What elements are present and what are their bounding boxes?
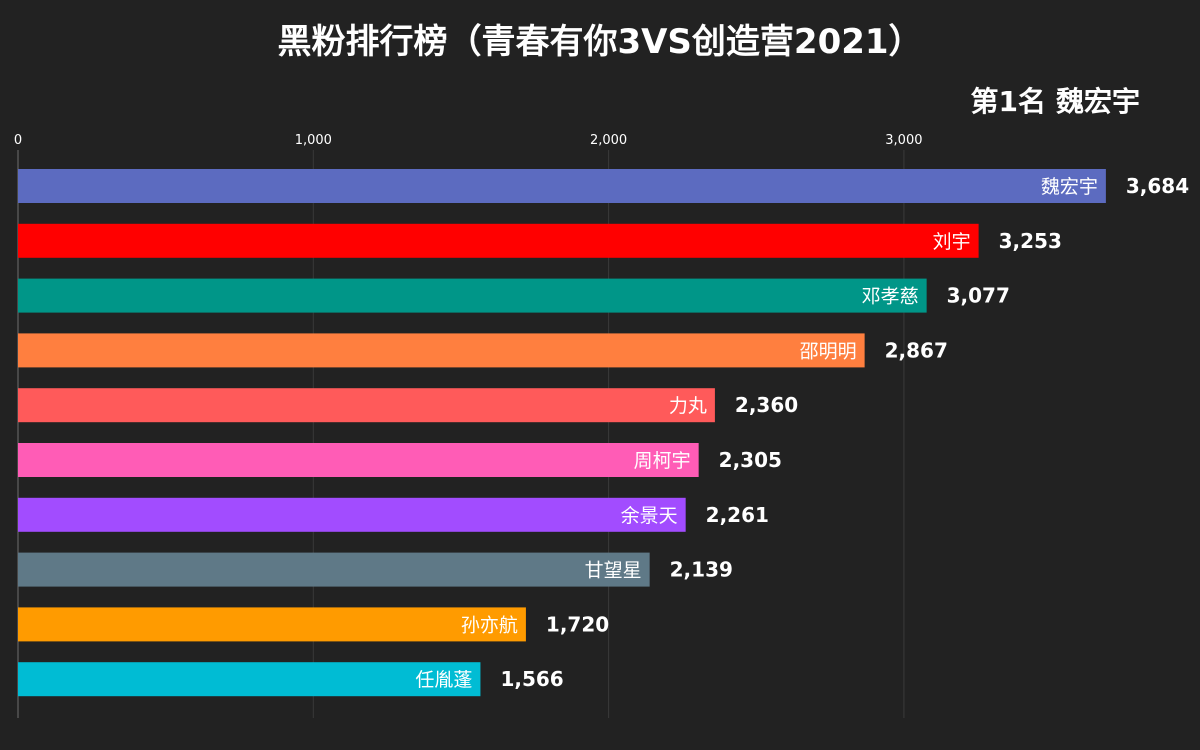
bar-value-label-4: 2,867 [885,338,948,362]
bar-name-label-7: 余景天 [621,505,678,527]
bar-3 [18,278,927,313]
bar-value-label-2: 3,253 [999,229,1062,253]
bar-value-label-1: 3,684 [1126,174,1189,198]
bar-5 [18,388,715,423]
bar-name-label-5: 力丸 [669,395,707,417]
tick-label-0: 0 [14,133,22,148]
bar-value-label-3: 3,077 [947,284,1010,308]
bar-name-label-3: 邓孝慈 [862,286,919,308]
bar-name-label-9: 孙亦航 [461,614,518,636]
bar-name-label-4: 邵明明 [800,340,857,362]
bar-name-label-6: 周柯宇 [634,450,691,472]
bar-9 [18,607,526,642]
bar-value-label-5: 2,360 [735,393,798,417]
chart-title: 黑粉排行榜（青春有你3VS创造营2021） [277,22,923,62]
bar-1 [18,169,1106,203]
bar-value-label-7: 2,261 [706,503,769,527]
bar-value-label-9: 1,720 [546,612,609,636]
bar-name-label-10: 任胤蓬 [415,669,472,691]
bar-4 [18,333,865,368]
bar-value-label-6: 2,305 [719,448,782,472]
tick-label-2: 2,000 [590,133,627,148]
bar-value-label-10: 1,566 [500,667,563,691]
bar-8 [18,552,650,587]
rank-leader-name: 魏宏宇 [1055,85,1140,118]
bar-name-label-8: 甘望星 [585,560,642,582]
rank-prefix: 第1名 [970,85,1046,118]
bar-10 [18,662,481,697]
bar-7 [18,497,686,532]
bar-2 [18,223,979,258]
bar-6 [18,443,699,477]
bar-value-label-8: 2,139 [670,558,733,582]
tick-label-1: 1,000 [295,133,332,148]
bar-name-label-1: 魏宏宇 [1041,176,1098,198]
tick-label-3: 3,000 [885,133,922,148]
bar-name-label-2: 刘宇 [933,231,971,253]
rank-leader: 第1名 魏宏宇 [961,80,1141,120]
